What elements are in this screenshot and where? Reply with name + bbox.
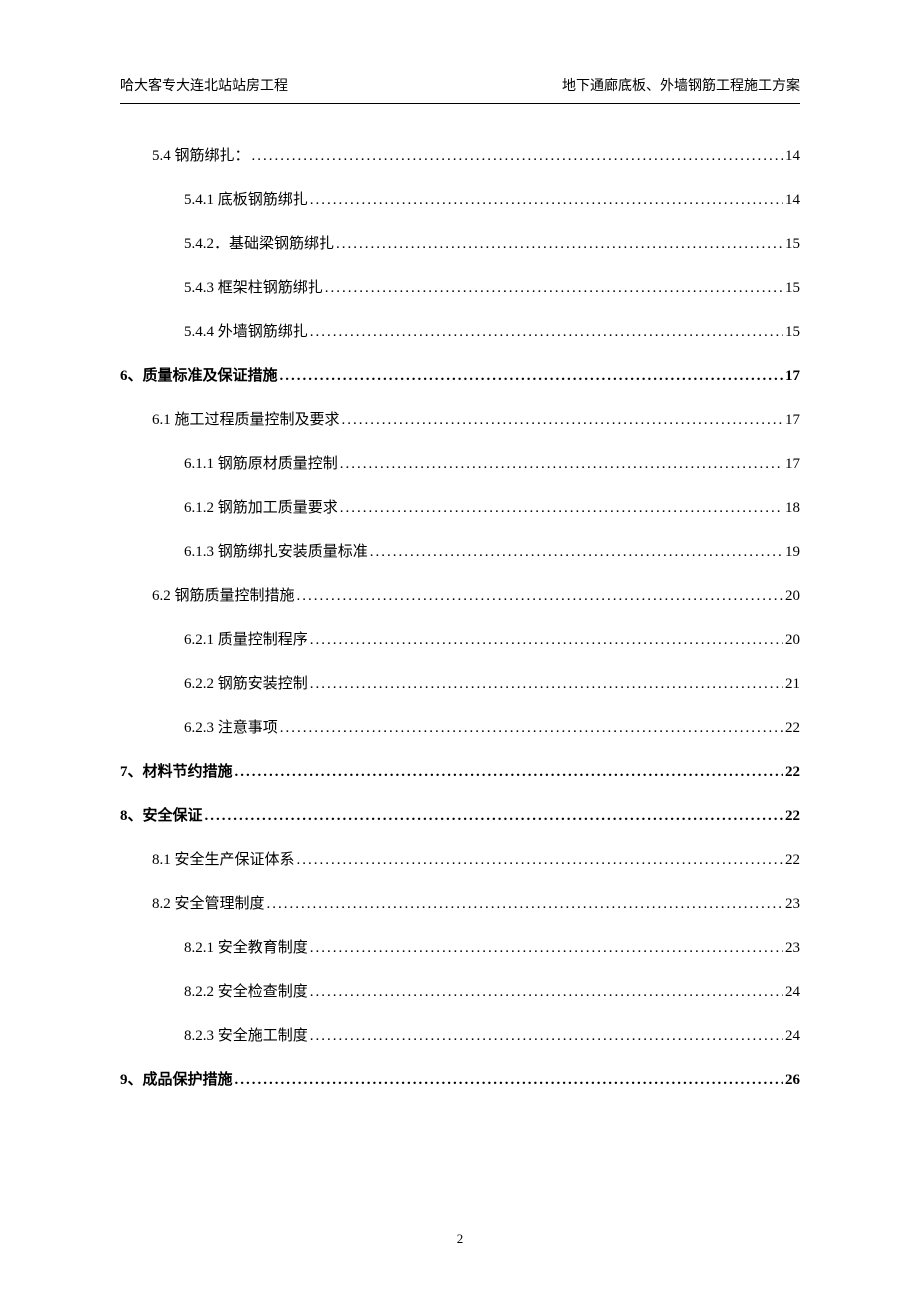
toc-entry-page: 19 xyxy=(785,540,800,564)
toc-dot-leader xyxy=(267,892,783,916)
toc-entry-label: 5.4.4 外墙钢筋绑扎 xyxy=(184,320,308,344)
toc-entry-page: 17 xyxy=(785,408,800,432)
toc-dot-leader xyxy=(310,628,783,652)
toc-entry-label: 5.4 钢筋绑扎： xyxy=(152,144,250,168)
table-of-contents: 5.4 钢筋绑扎： 14 5.4.1 底板钢筋绑扎 14 5.4.2．基础梁钢筋绑扎 15… xyxy=(120,144,800,1092)
toc-entry-page: 14 xyxy=(785,144,800,168)
toc-dot-leader xyxy=(297,584,783,608)
toc-dot-leader xyxy=(297,848,783,872)
toc-entry-page: 23 xyxy=(785,936,800,960)
toc-entry-label: 6.1 施工过程质量控制及要求 xyxy=(152,408,340,432)
toc-dot-leader xyxy=(235,1068,783,1092)
toc-entry-page: 17 xyxy=(785,364,800,388)
toc-entry: 8.2.2 安全检查制度 24 xyxy=(184,980,800,1004)
toc-entry-page: 20 xyxy=(785,628,800,652)
toc-entry-page: 15 xyxy=(785,320,800,344)
toc-dot-leader xyxy=(310,936,783,960)
toc-dot-leader xyxy=(310,188,783,212)
toc-entry-page: 20 xyxy=(785,584,800,608)
toc-entry: 5.4.4 外墙钢筋绑扎 15 xyxy=(184,320,800,344)
toc-entry-page: 21 xyxy=(785,672,800,696)
toc-entry-label: 9、成品保护措施 xyxy=(120,1068,233,1092)
toc-dot-leader xyxy=(342,408,783,432)
toc-entry: 8.1 安全生产保证体系 22 xyxy=(152,848,800,872)
toc-entry: 8.2 安全管理制度 23 xyxy=(152,892,800,916)
toc-dot-leader xyxy=(340,496,783,520)
toc-entry-label: 8.2.3 安全施工制度 xyxy=(184,1024,308,1048)
toc-entry: 8.2.1 安全教育制度 23 xyxy=(184,936,800,960)
toc-entry-page: 17 xyxy=(785,452,800,476)
toc-entry-label: 6.2.3 注意事项 xyxy=(184,716,278,740)
toc-entry-page: 23 xyxy=(785,892,800,916)
toc-entry-label: 8.2.1 安全教育制度 xyxy=(184,936,308,960)
toc-entry-label: 6.1.2 钢筋加工质量要求 xyxy=(184,496,338,520)
toc-entry-page: 22 xyxy=(785,804,800,828)
toc-entry: 6.2.2 钢筋安装控制 21 xyxy=(184,672,800,696)
toc-entry-page: 14 xyxy=(785,188,800,212)
toc-entry: 5.4.2．基础梁钢筋绑扎 15 xyxy=(184,232,800,256)
toc-dot-leader xyxy=(280,716,783,740)
toc-dot-leader xyxy=(336,232,783,256)
toc-dot-leader xyxy=(205,804,783,828)
toc-entry-label: 8.1 安全生产保证体系 xyxy=(152,848,295,872)
toc-dot-leader xyxy=(310,320,783,344)
toc-entry-label: 6.2.2 钢筋安装控制 xyxy=(184,672,308,696)
toc-entry-label: 5.4.2．基础梁钢筋绑扎 xyxy=(184,232,334,256)
toc-entry-page: 24 xyxy=(785,980,800,1004)
toc-entry: 8、安全保证 22 xyxy=(120,804,800,828)
toc-entry: 6.1.1 钢筋原材质量控制 17 xyxy=(184,452,800,476)
toc-entry-label: 8、安全保证 xyxy=(120,804,203,828)
header-left: 哈大客专大连北站站房工程 xyxy=(120,75,288,95)
toc-entry: 6.2 钢筋质量控制措施 20 xyxy=(152,584,800,608)
toc-entry: 6.2.1 质量控制程序 20 xyxy=(184,628,800,652)
toc-dot-leader xyxy=(252,144,783,168)
toc-entry-label: 5.4.3 框架柱钢筋绑扎 xyxy=(184,276,323,300)
toc-entry: 5.4.1 底板钢筋绑扎 14 xyxy=(184,188,800,212)
header-right: 地下通廊底板、外墙钢筋工程施工方案 xyxy=(562,75,800,95)
toc-entry: 6.2.3 注意事项 22 xyxy=(184,716,800,740)
toc-entry-label: 8.2.2 安全检查制度 xyxy=(184,980,308,1004)
toc-entry: 6.1 施工过程质量控制及要求 17 xyxy=(152,408,800,432)
toc-entry: 6、质量标准及保证措施 17 xyxy=(120,364,800,388)
toc-entry-label: 6.2 钢筋质量控制措施 xyxy=(152,584,295,608)
toc-entry-label: 6.1.1 钢筋原材质量控制 xyxy=(184,452,338,476)
toc-entry-label: 6、质量标准及保证措施 xyxy=(120,364,278,388)
toc-entry-label: 5.4.1 底板钢筋绑扎 xyxy=(184,188,308,212)
toc-entry: 9、成品保护措施 26 xyxy=(120,1068,800,1092)
toc-entry-page: 18 xyxy=(785,496,800,520)
toc-entry-page: 22 xyxy=(785,848,800,872)
toc-entry-page: 22 xyxy=(785,760,800,784)
toc-dot-leader xyxy=(310,980,783,1004)
toc-dot-leader xyxy=(370,540,783,564)
toc-entry: 8.2.3 安全施工制度 24 xyxy=(184,1024,800,1048)
toc-entry: 7、材料节约措施 22 xyxy=(120,760,800,784)
toc-entry-label: 8.2 安全管理制度 xyxy=(152,892,265,916)
toc-dot-leader xyxy=(235,760,783,784)
toc-entry-label: 6.2.1 质量控制程序 xyxy=(184,628,308,652)
page-number: 2 xyxy=(0,1231,920,1247)
toc-entry-label: 7、材料节约措施 xyxy=(120,760,233,784)
toc-entry: 5.4.3 框架柱钢筋绑扎 15 xyxy=(184,276,800,300)
toc-entry-page: 22 xyxy=(785,716,800,740)
toc-entry-page: 26 xyxy=(785,1068,800,1092)
page-header: 哈大客专大连北站站房工程 地下通廊底板、外墙钢筋工程施工方案 xyxy=(120,75,800,104)
toc-entry-page: 15 xyxy=(785,232,800,256)
toc-entry-label: 6.1.3 钢筋绑扎安装质量标准 xyxy=(184,540,368,564)
toc-entry: 6.1.2 钢筋加工质量要求 18 xyxy=(184,496,800,520)
toc-entry-page: 24 xyxy=(785,1024,800,1048)
toc-dot-leader xyxy=(325,276,783,300)
toc-entry-page: 15 xyxy=(785,276,800,300)
toc-dot-leader xyxy=(340,452,783,476)
toc-dot-leader xyxy=(310,1024,783,1048)
toc-dot-leader xyxy=(310,672,783,696)
toc-entry: 6.1.3 钢筋绑扎安装质量标准 19 xyxy=(184,540,800,564)
toc-entry: 5.4 钢筋绑扎： 14 xyxy=(152,144,800,168)
toc-dot-leader xyxy=(280,364,783,388)
